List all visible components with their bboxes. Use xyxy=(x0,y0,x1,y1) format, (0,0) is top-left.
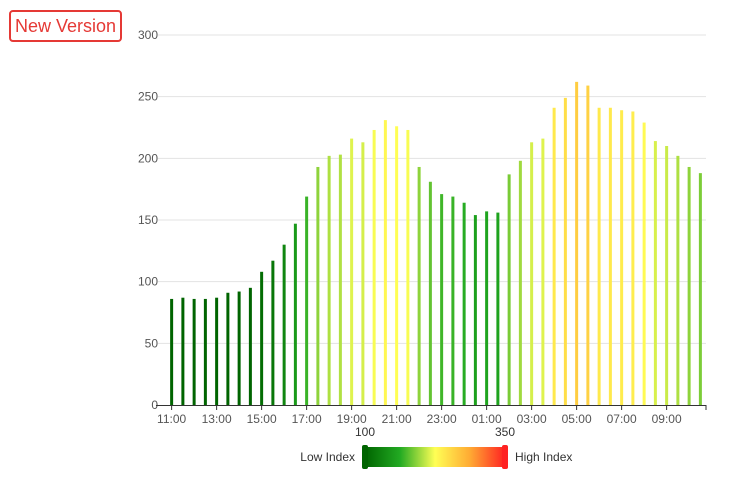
x-tick-label: 13:00 xyxy=(202,412,232,426)
bar[interactable] xyxy=(608,107,612,406)
bar[interactable] xyxy=(237,291,241,405)
bar[interactable] xyxy=(620,110,624,405)
visual-map-min-value: 100 xyxy=(355,425,375,439)
bar[interactable] xyxy=(271,260,275,405)
bar[interactable] xyxy=(631,111,635,405)
bar[interactable] xyxy=(575,81,579,406)
bar[interactable] xyxy=(350,138,354,405)
bar[interactable] xyxy=(518,160,522,405)
y-axis-ticks: 0 50 100 150 200 250 300 xyxy=(138,28,158,412)
y-tick-label: 150 xyxy=(138,213,158,227)
bar[interactable] xyxy=(316,166,320,405)
y-tick-label: 50 xyxy=(145,336,159,350)
y-tick-label: 0 xyxy=(151,398,158,412)
visual-map: 100 350 Low Index High Index xyxy=(300,425,572,469)
bar[interactable] xyxy=(440,194,444,405)
bar[interactable] xyxy=(541,138,545,405)
bar[interactable] xyxy=(642,122,646,405)
bar[interactable] xyxy=(563,97,567,406)
visual-map-high-text: High Index xyxy=(515,450,572,464)
y-tick-label: 250 xyxy=(138,90,158,104)
bar[interactable] xyxy=(496,212,500,405)
x-tick-label: 11:00 xyxy=(157,412,186,426)
bar[interactable] xyxy=(698,173,702,405)
bar[interactable] xyxy=(552,107,556,406)
x-tick-label: 01:00 xyxy=(472,412,502,426)
x-tick-label: 19:00 xyxy=(337,412,367,426)
bar[interactable] xyxy=(282,244,286,405)
bar[interactable] xyxy=(653,141,657,405)
x-tick-label: 05:00 xyxy=(562,412,592,426)
bar[interactable] xyxy=(192,298,196,405)
y-tick-label: 300 xyxy=(138,28,158,42)
bar[interactable] xyxy=(451,196,455,405)
bar[interactable] xyxy=(248,287,252,405)
visual-map-gradient xyxy=(365,447,505,467)
bar[interactable] xyxy=(372,129,376,405)
bar[interactable] xyxy=(485,211,489,405)
bar[interactable] xyxy=(327,155,331,405)
bar[interactable] xyxy=(462,202,466,405)
x-tick-label: 21:00 xyxy=(382,412,412,426)
x-tick-label: 23:00 xyxy=(427,412,457,426)
x-tick-label: 03:00 xyxy=(517,412,547,426)
visual-map-max-value: 350 xyxy=(495,425,515,439)
bar[interactable] xyxy=(530,142,534,406)
bar[interactable] xyxy=(665,146,669,405)
visual-map-low-handle[interactable] xyxy=(362,445,368,469)
bar[interactable] xyxy=(181,297,185,405)
visual-map-high-handle[interactable] xyxy=(502,445,508,469)
bar[interactable] xyxy=(293,223,297,405)
bar[interactable] xyxy=(305,196,309,405)
bar[interactable] xyxy=(215,297,219,405)
x-axis: 11:00 13:00 15:00 17:00 19:00 21:00 23:00 01:00… xyxy=(156,405,707,426)
bar[interactable] xyxy=(687,166,691,405)
bar[interactable] xyxy=(260,271,264,405)
bar[interactable] xyxy=(406,129,410,405)
bar[interactable] xyxy=(395,126,399,406)
bar[interactable] xyxy=(361,142,365,406)
x-tick-label: 17:00 xyxy=(292,412,322,426)
bar[interactable] xyxy=(507,174,511,405)
bar[interactable] xyxy=(586,85,590,405)
x-tick-label: 09:00 xyxy=(652,412,682,426)
visual-map-low-text: Low Index xyxy=(300,450,355,464)
bar[interactable] xyxy=(338,154,342,405)
new-version-button[interactable]: New Version xyxy=(9,10,122,42)
bar[interactable] xyxy=(203,298,207,405)
x-tick-label: 15:00 xyxy=(247,412,277,426)
y-tick-label: 100 xyxy=(138,275,158,289)
bar[interactable] xyxy=(676,155,680,405)
bar[interactable] xyxy=(473,215,477,405)
bar[interactable] xyxy=(417,166,421,405)
bar[interactable] xyxy=(226,292,230,405)
x-tick-label: 07:00 xyxy=(607,412,637,426)
bars xyxy=(170,81,702,406)
bar[interactable] xyxy=(597,107,601,406)
bar[interactable] xyxy=(170,298,174,405)
bar[interactable] xyxy=(383,120,387,405)
y-tick-label: 200 xyxy=(138,151,158,165)
bar[interactable] xyxy=(428,181,432,405)
